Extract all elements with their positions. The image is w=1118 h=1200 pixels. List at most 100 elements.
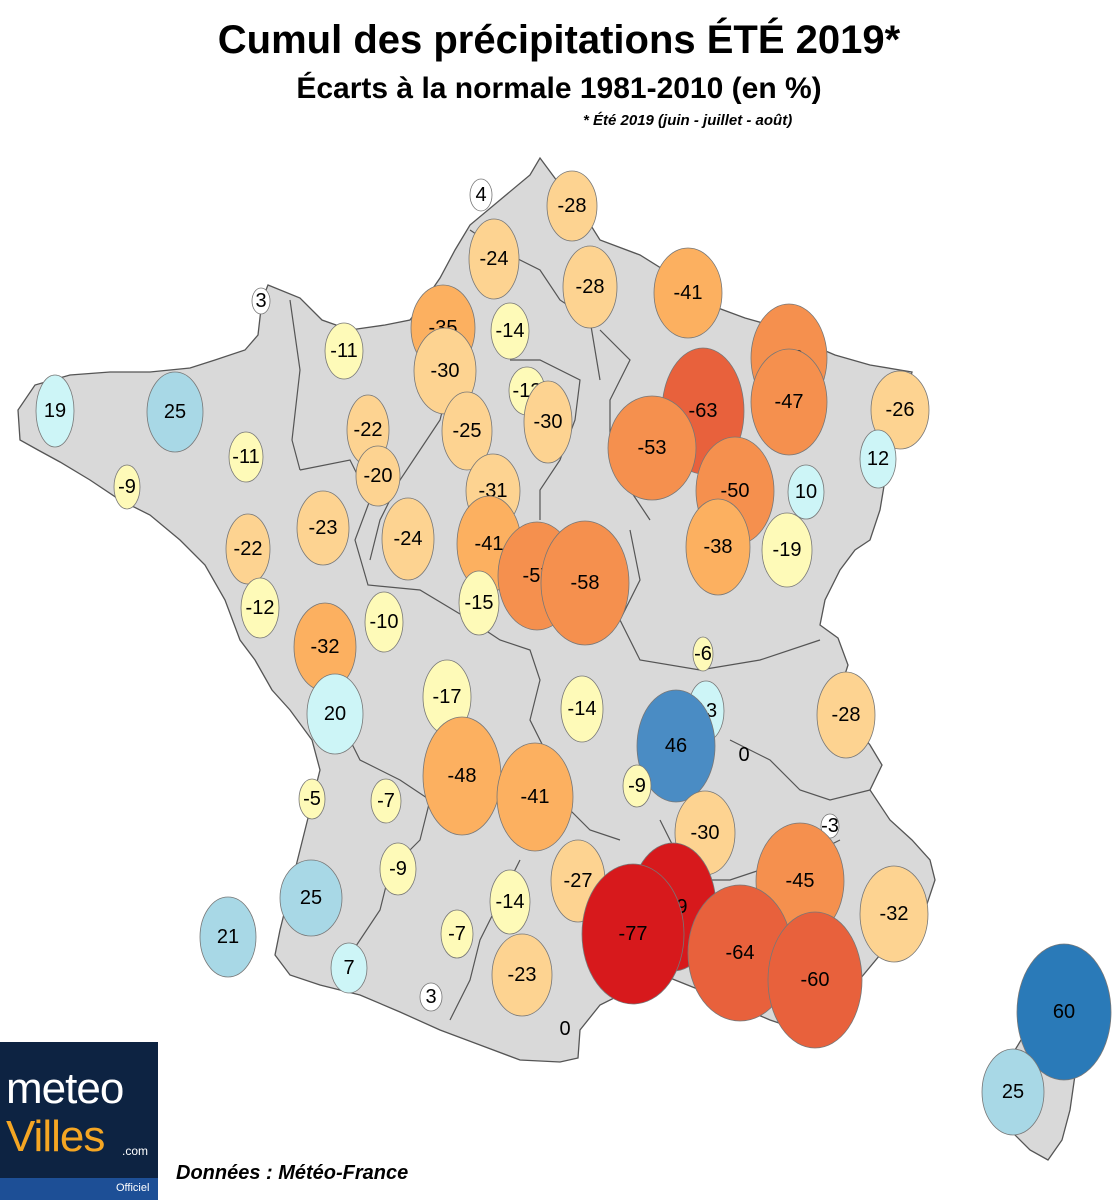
station-bubble bbox=[767, 911, 863, 1049]
station-marker: 0 bbox=[738, 744, 749, 766]
station-value-label: -12 bbox=[246, 597, 275, 619]
station-value-label: -41 bbox=[475, 533, 504, 555]
station-bubble bbox=[816, 671, 876, 759]
station-bubble bbox=[364, 591, 404, 653]
station-bubble bbox=[355, 445, 401, 507]
station-bubble bbox=[330, 942, 368, 994]
station-marker: 25 bbox=[981, 1048, 1045, 1136]
logo-tag: Officiel bbox=[116, 1182, 150, 1194]
station-marker: -32 bbox=[859, 865, 929, 963]
station-bubble bbox=[496, 742, 574, 852]
station-marker: -24 bbox=[381, 497, 435, 581]
station-marker: -7 bbox=[370, 778, 402, 824]
station-marker: 0 bbox=[559, 1018, 570, 1040]
station-bubble bbox=[870, 370, 930, 450]
station-value-label: -3 bbox=[821, 815, 839, 837]
station-value-label: -11 bbox=[232, 446, 259, 468]
station-marker: -53 bbox=[607, 395, 697, 501]
station-value-label: 60 bbox=[1053, 1001, 1075, 1023]
station-marker: 3 bbox=[251, 287, 271, 315]
map-subtitle: Écarts à la normale 1981-2010 (en %) bbox=[296, 72, 822, 105]
station-bubble bbox=[859, 865, 929, 963]
station-value-label: -28 bbox=[558, 195, 587, 217]
station-value-label: -22 bbox=[354, 419, 383, 441]
station-marker: 10 bbox=[787, 464, 825, 520]
station-value-label: -9 bbox=[628, 775, 646, 797]
station-marker: -60 bbox=[767, 911, 863, 1049]
station-bubble bbox=[228, 431, 264, 483]
station-value-label: -9 bbox=[118, 476, 136, 498]
station-bubble bbox=[306, 673, 364, 755]
station-value-label: -63 bbox=[689, 400, 718, 422]
station-marker: -41 bbox=[496, 742, 574, 852]
station-value-label: -11 bbox=[330, 340, 357, 362]
station-value-label: -26 bbox=[886, 399, 915, 421]
station-bubble bbox=[379, 842, 417, 896]
station-marker: 19 bbox=[35, 374, 75, 448]
station-value-label: -30 bbox=[431, 360, 460, 382]
station-bubble bbox=[419, 982, 443, 1012]
station-value-label: -14 bbox=[496, 320, 525, 342]
station-bubble bbox=[113, 464, 141, 510]
station-marker: 25 bbox=[279, 859, 343, 937]
station-bubble bbox=[546, 170, 598, 242]
station-value-label: -24 bbox=[480, 248, 509, 270]
station-bubble bbox=[685, 498, 751, 596]
station-marker: -9 bbox=[379, 842, 417, 896]
station-marker: -28 bbox=[546, 170, 598, 242]
station-value-label: 21 bbox=[217, 926, 239, 948]
station-marker: 4 bbox=[469, 178, 493, 212]
station-bubble bbox=[251, 287, 271, 315]
station-marker: -77 bbox=[581, 863, 685, 1005]
station-bubble bbox=[440, 909, 474, 959]
station-value-label: 25 bbox=[164, 401, 186, 423]
station-value-label: -23 bbox=[508, 964, 537, 986]
data-source: Données : Météo-France bbox=[176, 1162, 409, 1184]
station-value-label: -14 bbox=[496, 891, 525, 913]
station-marker: -47 bbox=[750, 348, 828, 456]
station-marker: -25 bbox=[441, 391, 493, 471]
station-bubble bbox=[750, 348, 828, 456]
station-value-label: -60 bbox=[801, 969, 830, 991]
station-bubble bbox=[622, 764, 652, 808]
station-bubble bbox=[636, 689, 716, 803]
station-bubble bbox=[787, 464, 825, 520]
station-bubble bbox=[458, 570, 500, 636]
station-value-label: -23 bbox=[309, 517, 338, 539]
station-value-label: -30 bbox=[691, 822, 720, 844]
station-value-label: -27 bbox=[564, 870, 593, 892]
station-bubble bbox=[469, 178, 493, 212]
station-value-label: -45 bbox=[786, 870, 815, 892]
station-bubble bbox=[981, 1048, 1045, 1136]
station-value-label: -7 bbox=[448, 923, 466, 945]
station-bubble bbox=[560, 675, 604, 743]
station-marker: -19 bbox=[761, 512, 813, 588]
station-bubble bbox=[199, 896, 257, 978]
station-value-label: 20 bbox=[324, 703, 346, 725]
station-value-label: 3 bbox=[425, 986, 436, 1008]
station-marker: -28 bbox=[816, 671, 876, 759]
station-value-label: -28 bbox=[832, 704, 861, 726]
station-bubble bbox=[692, 636, 714, 672]
station-bubble bbox=[540, 520, 630, 646]
station-marker: -23 bbox=[491, 933, 553, 1017]
station-value-label: -53 bbox=[638, 437, 667, 459]
station-marker: -11 bbox=[228, 431, 264, 483]
station-value-label: -32 bbox=[880, 903, 909, 925]
station-bubble bbox=[35, 374, 75, 448]
map-title: Cumul des précipitations ÉTÉ 2019* bbox=[217, 18, 901, 62]
station-marker: -48 bbox=[422, 716, 502, 836]
station-bubble bbox=[370, 778, 402, 824]
station-marker: 60 bbox=[1016, 943, 1112, 1081]
station-value-label: -41 bbox=[674, 282, 703, 304]
logo-bar bbox=[0, 1178, 158, 1200]
station-bubble bbox=[761, 512, 813, 588]
meteovilles-logo: meteo Villes .com Officiel bbox=[0, 1042, 158, 1200]
station-marker: 25 bbox=[146, 371, 204, 453]
station-value-label: -19 bbox=[773, 539, 802, 561]
station-marker: -12 bbox=[240, 577, 280, 639]
station-value-label: -38 bbox=[704, 536, 733, 558]
station-marker: 21 bbox=[199, 896, 257, 978]
station-value-label: -10 bbox=[370, 611, 399, 633]
station-value-label: -17 bbox=[433, 686, 462, 708]
